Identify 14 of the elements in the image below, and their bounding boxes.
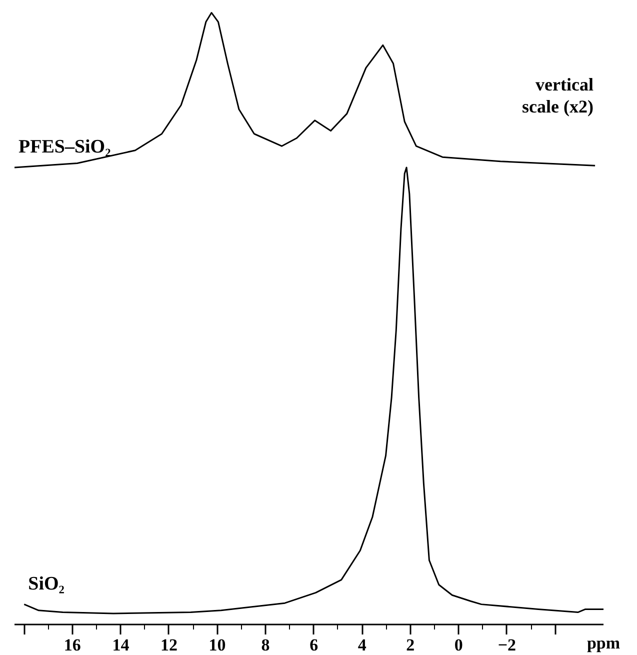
x-axis-title: ppm — [586, 634, 620, 652]
x-tick-label: 10 — [208, 636, 226, 654]
x-tick-label: 14 — [112, 636, 130, 654]
series-label: PFES–SiO₂ — [18, 136, 112, 158]
x-tick-label: −2 — [498, 636, 516, 654]
x-tick-label: 12 — [160, 636, 178, 654]
annotation: vertical scale (x2) — [522, 74, 594, 117]
x-tick-label: 8 — [261, 636, 270, 654]
x-tick-label: 16 — [64, 636, 81, 654]
series-label: SiO₂ — [28, 573, 65, 594]
x-tick-label: 0 — [454, 636, 463, 654]
x-tick-label: 2 — [406, 636, 415, 654]
x-tick-label: 6 — [310, 636, 318, 654]
x-tick-label: 4 — [358, 636, 367, 654]
